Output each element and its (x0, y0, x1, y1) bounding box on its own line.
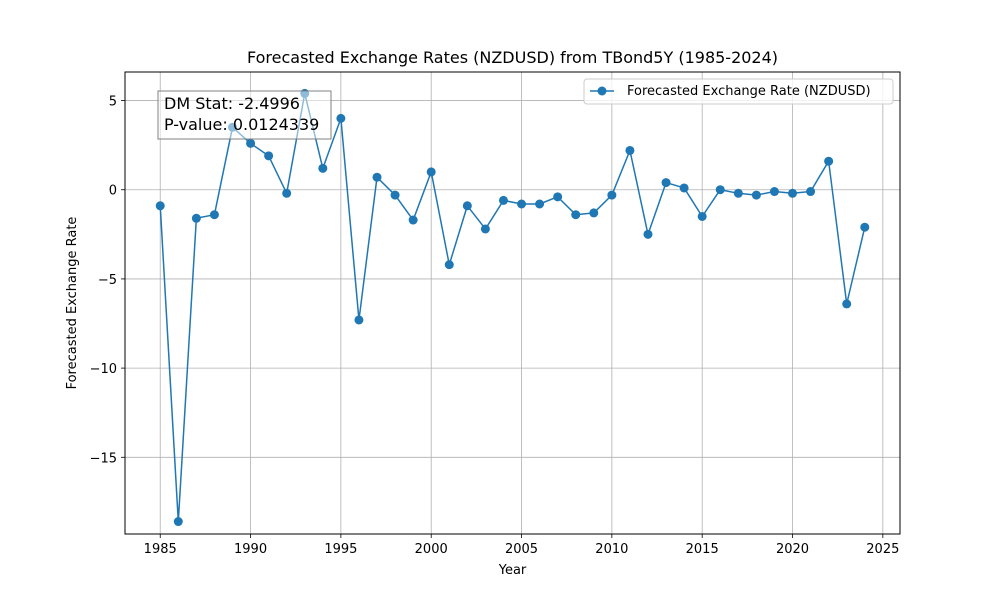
data-point (390, 190, 400, 200)
x-tick-label: 1985 (144, 542, 177, 557)
data-point (860, 222, 870, 232)
data-point (535, 199, 545, 209)
data-point (589, 208, 599, 218)
data-point (264, 151, 274, 161)
x-tick-label: 2015 (686, 542, 719, 557)
data-point (318, 163, 328, 173)
x-tick-label: 2020 (776, 542, 809, 557)
data-point (697, 211, 707, 221)
data-point (480, 224, 490, 234)
series-line (159, 92, 866, 523)
plot-frame (124, 71, 901, 535)
data-point (444, 260, 454, 270)
y-tick-label: 5 (109, 95, 117, 110)
x-tick-label: 2005 (505, 542, 538, 557)
data-point (571, 210, 581, 220)
data-point (408, 215, 418, 225)
data-point (209, 210, 219, 220)
data-point (751, 190, 761, 200)
x-tick-label: 1990 (234, 542, 267, 557)
data-point (769, 187, 779, 197)
data-point (679, 183, 689, 193)
dm-stat-text: DM Stat: -2.4996 (164, 94, 300, 113)
y-tick-label: −15 (90, 451, 117, 466)
y-tick-label: −10 (90, 362, 117, 377)
data-point (426, 167, 436, 177)
data-point (372, 172, 382, 182)
x-tick-label: 1995 (324, 542, 357, 557)
x-tick-label: 2025 (866, 542, 899, 557)
data-point (282, 188, 292, 198)
annotation-box: DM Stat: -2.4996 P-value: 0.0124339 (157, 90, 332, 140)
data-point (498, 195, 508, 205)
data-point (733, 188, 743, 198)
legend-label: Forecasted Exchange Rate (NZDUSD) (627, 84, 871, 99)
y-axis: −15 −10 −5 0 5 (90, 95, 125, 466)
data-point (715, 185, 725, 195)
data-point (806, 187, 816, 197)
y-tick-label: 0 (109, 184, 117, 199)
data-point (173, 517, 183, 527)
data-point (336, 113, 346, 123)
chart-title: Forecasted Exchange Rates (NZDUSD) from … (247, 48, 778, 67)
data-point (462, 201, 472, 211)
data-point (517, 199, 527, 209)
data-point (354, 315, 364, 325)
y-tick-label: −5 (98, 273, 117, 288)
legend-marker (597, 86, 607, 96)
x-tick-label: 2010 (595, 542, 628, 557)
data-point (607, 190, 617, 200)
x-axis: 1985 1990 1995 2000 2005 2010 2015 2020 2025 (144, 534, 899, 557)
series-layer (155, 88, 870, 527)
data-point (788, 188, 798, 198)
data-point (625, 145, 635, 155)
p-value-text: P-value: 0.0124339 (164, 115, 319, 134)
data-point (155, 201, 165, 211)
x-tick-label: 2000 (415, 542, 448, 557)
y-axis-title: Forecasted Exchange Rate (65, 217, 80, 390)
data-point (191, 213, 201, 223)
data-point (824, 156, 834, 166)
data-point (842, 299, 852, 309)
legend: Forecasted Exchange Rate (NZDUSD) (583, 78, 894, 105)
x-axis-title: Year (498, 563, 527, 578)
data-point (246, 138, 256, 148)
grid (125, 72, 900, 534)
data-point (553, 192, 563, 202)
data-point (661, 178, 671, 188)
data-point (643, 229, 653, 239)
